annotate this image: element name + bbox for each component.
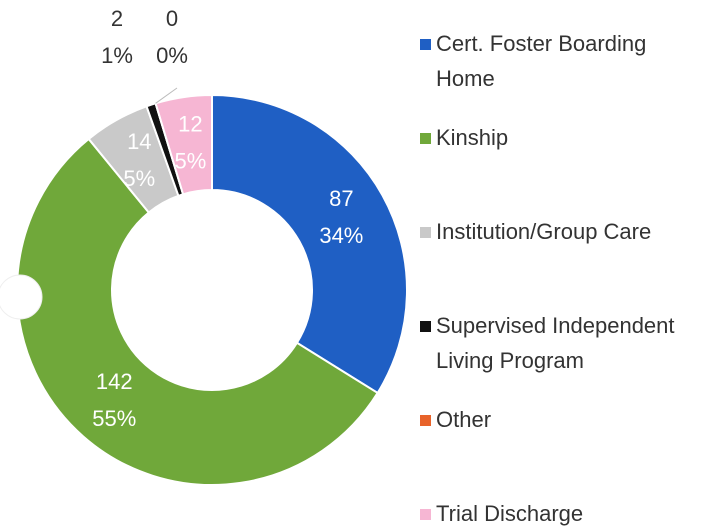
donut: [16, 93, 408, 486]
slice: [154, 93, 213, 196]
legend-label: Supervised Independent Living Program: [436, 313, 681, 373]
legend-marker: [420, 227, 431, 238]
leader-line: [155, 87, 178, 104]
data-label: 12: [178, 111, 202, 136]
data-label: 0: [166, 6, 178, 31]
legend-label: Other: [436, 407, 491, 432]
slice: [211, 93, 408, 395]
legend-marker: [420, 415, 431, 426]
data-label: 34%: [319, 223, 363, 248]
data-label: 5%: [123, 166, 155, 191]
notch: [0, 274, 43, 320]
legend-marker: [420, 39, 431, 50]
legend-marker: [420, 133, 431, 144]
legend-label: Kinship: [436, 125, 508, 150]
legend-label: Trial Discharge: [436, 501, 583, 526]
data-label: 55%: [92, 406, 136, 431]
data-label: 0%: [156, 43, 188, 68]
data-label: 1%: [101, 43, 133, 68]
legend-label: Cert. Foster Boarding Home: [436, 31, 652, 91]
legend-marker: [420, 321, 431, 332]
slice: [16, 137, 379, 486]
data-label: 14: [127, 129, 151, 154]
data-label: 142: [96, 369, 133, 394]
legend-marker: [420, 509, 431, 520]
legend-label: Institution/Group Care: [436, 219, 651, 244]
data-label: 5%: [174, 148, 206, 173]
data-label: 2: [111, 6, 123, 31]
data-label: 87: [329, 186, 353, 211]
